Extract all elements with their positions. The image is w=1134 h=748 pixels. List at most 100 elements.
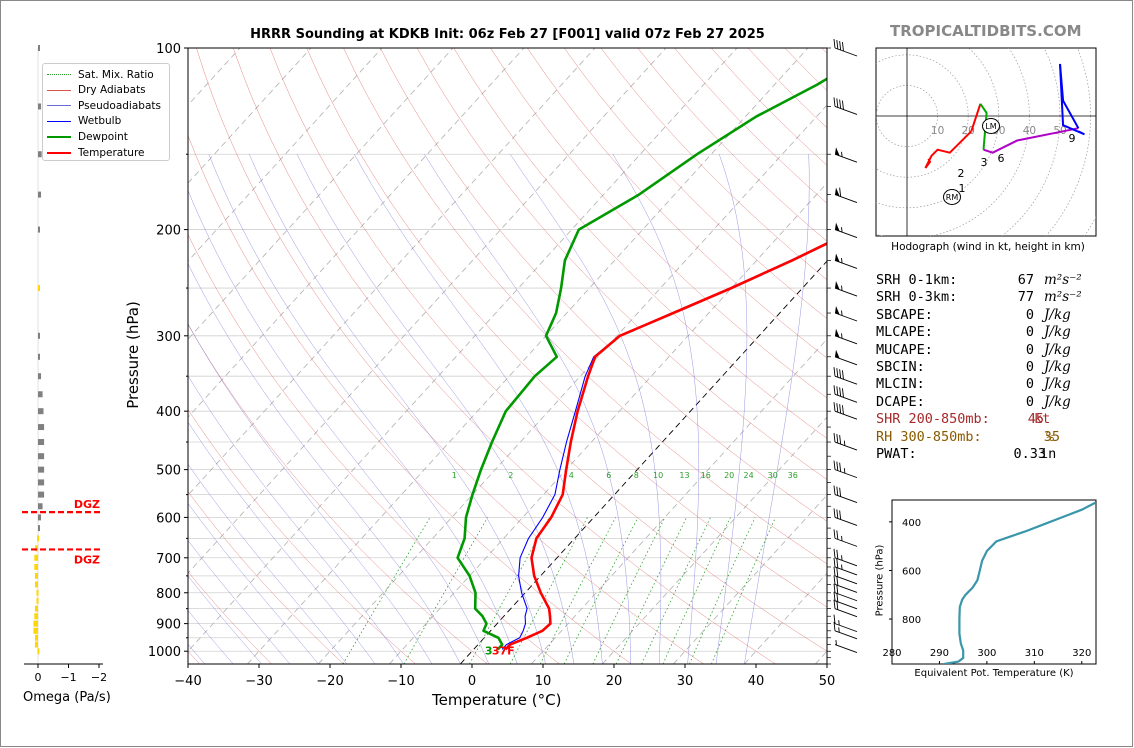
barb-flag — [833, 97, 836, 107]
barb-pennant — [835, 306, 840, 315]
storm-motion-marker — [982, 118, 1000, 134]
barb-flag — [833, 402, 836, 412]
stat-value: 0.33 — [1013, 445, 1046, 462]
dry-adiabat — [196, 48, 704, 664]
omega-bar — [38, 45, 40, 51]
wind-barb — [834, 306, 858, 322]
y-tick-label: 900 — [156, 618, 181, 633]
x-tick-label: −30 — [245, 674, 272, 689]
barb-flag — [836, 592, 839, 602]
barb-flag — [833, 508, 836, 518]
pseudoadiabat — [188, 323, 433, 664]
barb-flag — [839, 487, 842, 497]
theta-e-plot-area — [944, 501, 1096, 664]
barb-half-flag — [841, 333, 843, 339]
stat-row: SHR 200-850mb: 45 kt — [876, 411, 1096, 428]
theta-e-y-tick-label: 800 — [902, 615, 921, 626]
legend-swatch — [47, 151, 71, 154]
legend-entry: Dry Adiabats — [47, 83, 146, 98]
mixing-ratio-line — [563, 517, 639, 664]
stat-label: SBCAPE: — [876, 306, 933, 323]
site-watermark: TROPICALTIDBITS.COM — [890, 22, 1082, 40]
storm-motion-label: LM — [985, 122, 996, 131]
pseudoadiabat — [188, 643, 205, 664]
wind-barb — [833, 385, 858, 403]
theta-e-y-tick-label: 600 — [902, 566, 921, 577]
pseudoadiabat — [188, 502, 319, 664]
barb-pennant — [835, 281, 840, 290]
stat-label: SHR 200-850mb: — [876, 411, 990, 428]
mixing-ratio-label: 10 — [653, 471, 663, 480]
barb-half-flag — [841, 310, 843, 316]
pseudoadiabat — [744, 154, 810, 664]
mixing-ratio-label: 30 — [768, 471, 778, 480]
barb-flag — [836, 509, 839, 519]
legend-label: Pseudoadiabats — [78, 99, 161, 112]
theta-e-profile — [944, 501, 1096, 664]
barb-flag — [833, 485, 836, 495]
legend-swatch — [47, 89, 71, 91]
barb-flag — [836, 584, 839, 594]
barb-half-flag — [838, 627, 840, 633]
stat-unit: m²s⁻² — [1044, 272, 1082, 288]
dry-adiabat — [269, 48, 827, 652]
omega-bar — [37, 535, 40, 542]
hodograph-trace — [970, 103, 982, 132]
barb-flag — [833, 583, 836, 593]
barb-half-flag — [843, 468, 846, 474]
hodograph-height-label: 6 — [998, 152, 1005, 165]
mixing-ratio-line — [641, 517, 711, 664]
skewt-x-label: Temperature (°C) — [432, 691, 562, 709]
legend-entry: Sat. Mix. Ratio — [47, 67, 154, 82]
isotherm — [188, 48, 383, 262]
isotherm — [247, 48, 809, 664]
isotherm — [188, 48, 454, 340]
omega-bar — [38, 439, 45, 446]
barb-flag — [839, 187, 842, 197]
barb-staff — [834, 516, 858, 526]
omega-bar — [38, 408, 44, 415]
barb-flag — [833, 591, 836, 601]
wind-barb — [833, 485, 858, 504]
omega-bar — [38, 373, 42, 380]
stat-unit: J/kg — [1044, 341, 1071, 358]
legend-label: Wetbulb — [78, 115, 122, 128]
stat-value: 0 — [1025, 393, 1034, 410]
theta-e-x-tick-label: 320 — [1072, 648, 1091, 659]
omega-bar — [34, 563, 38, 570]
wind-barb — [833, 402, 858, 420]
wind-barbs — [827, 38, 858, 665]
barb-staff — [834, 287, 858, 297]
y-tick-label: 100 — [156, 42, 181, 57]
omega-tick-label: −2 — [91, 671, 107, 684]
dgz-label: DGZ — [74, 498, 100, 511]
omega-bar — [36, 589, 39, 596]
stats-table: SRH 0-1km: 67 m²s⁻² SRH 0-3km: 77 m²s⁻² SBCAPE… — [876, 272, 1096, 463]
barb-staff — [834, 630, 858, 640]
barb-pennant — [835, 328, 840, 338]
barb-flag — [842, 405, 844, 415]
skew-t-panel: 1 2 4 6 8 10 13 16 20 24 30 36−40 −30 −20 −10 0 10 20 30 40… — [148, 42, 835, 689]
omega-bar — [38, 466, 45, 473]
pseudoadiabat — [248, 154, 546, 664]
theta-e-x-tick-label: 310 — [1025, 648, 1044, 659]
barb-flag — [833, 38, 836, 49]
barb-flag — [836, 39, 839, 50]
stat-label: SRH 0-3km: — [876, 289, 958, 306]
barb-staff — [834, 441, 858, 451]
barb-staff — [834, 194, 858, 204]
barb-staff — [834, 393, 858, 403]
wind-barb — [833, 38, 858, 57]
wind-barb — [833, 548, 858, 567]
dry-adiabat — [527, 48, 827, 359]
barb-pennant — [835, 147, 840, 156]
mixing-ratio-line — [539, 517, 616, 664]
mixing-ratio-label: 2 — [508, 471, 513, 480]
stat-value: 0 — [1025, 324, 1034, 341]
wind-barb — [834, 222, 858, 239]
stat-unit: J/kg — [1044, 324, 1071, 341]
dry-adiabat — [188, 409, 416, 664]
barb-flag — [833, 614, 836, 624]
